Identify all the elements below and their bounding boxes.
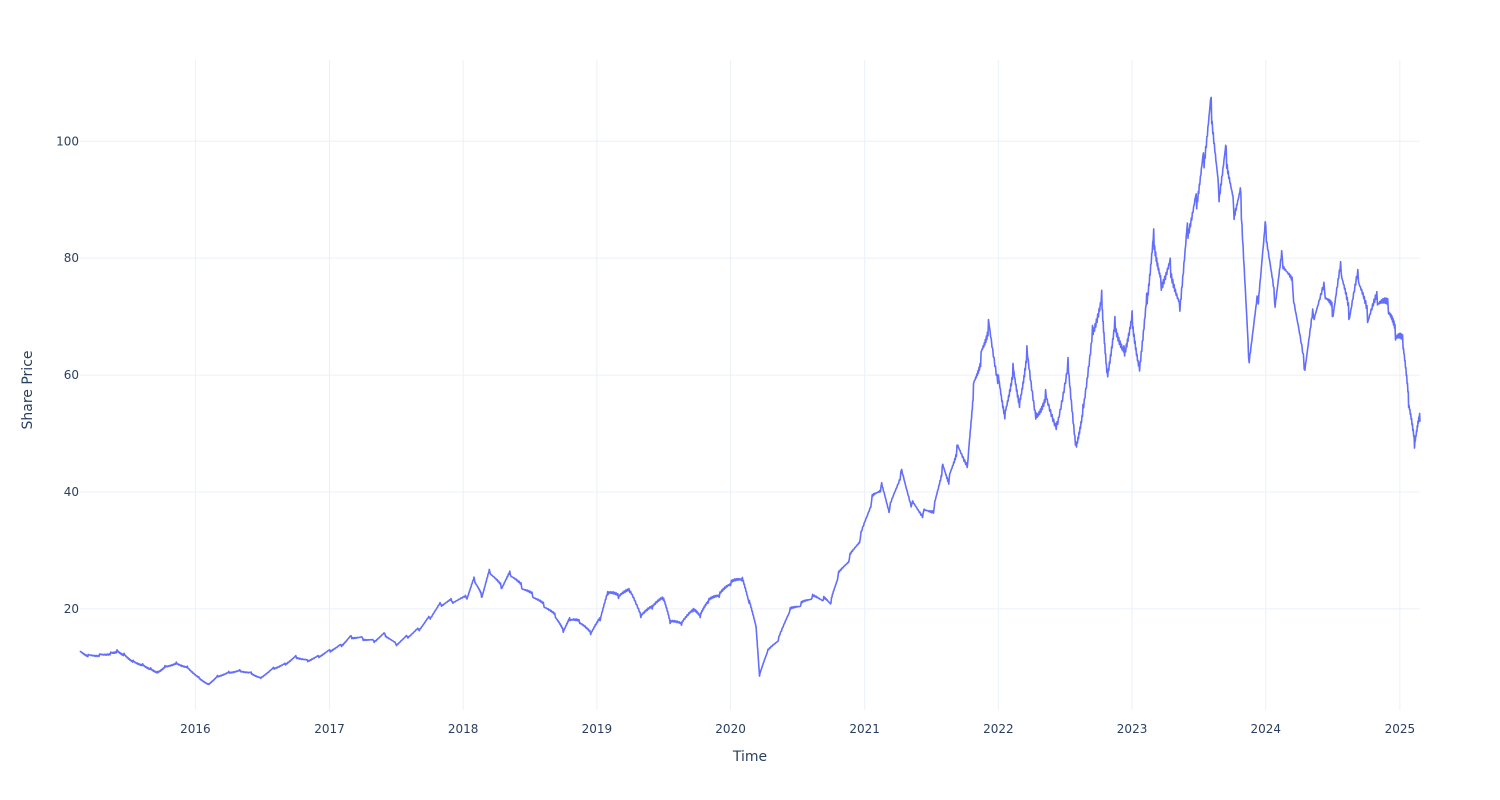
x-tick-label: 2018 <box>448 722 479 736</box>
y-tick-label: 100 <box>56 134 79 148</box>
series-layer <box>79 96 1421 686</box>
x-tick-label: 2020 <box>715 722 746 736</box>
x-tick-label: 2019 <box>582 722 613 736</box>
x-tick-label: 2021 <box>849 722 880 736</box>
x-tick-label: 2025 <box>1385 722 1416 736</box>
x-tick-label: 2017 <box>314 722 345 736</box>
y-axis-title: Share Price <box>20 350 36 429</box>
y-tick-label: 20 <box>64 602 79 616</box>
y-tick-labels: 20 40 60 80 100 <box>56 134 79 616</box>
y-tick-label: 80 <box>64 251 79 265</box>
series-line <box>79 96 1421 686</box>
x-gridlines <box>194 60 1401 710</box>
x-tick-label: 2016 <box>180 722 211 736</box>
y-tick-label: 60 <box>64 368 79 382</box>
x-tick-label: 2022 <box>983 722 1014 736</box>
x-axis-title: Time <box>732 749 767 765</box>
x-tick-labels: 2016 2017 2018 2019 2020 2021 2022 2023 2024 2025 <box>180 722 1415 736</box>
y-gridlines <box>80 140 1420 610</box>
x-tick-label: 2024 <box>1251 722 1282 736</box>
x-tick-label: 2023 <box>1117 722 1148 736</box>
y-tick-label: 40 <box>64 485 79 499</box>
